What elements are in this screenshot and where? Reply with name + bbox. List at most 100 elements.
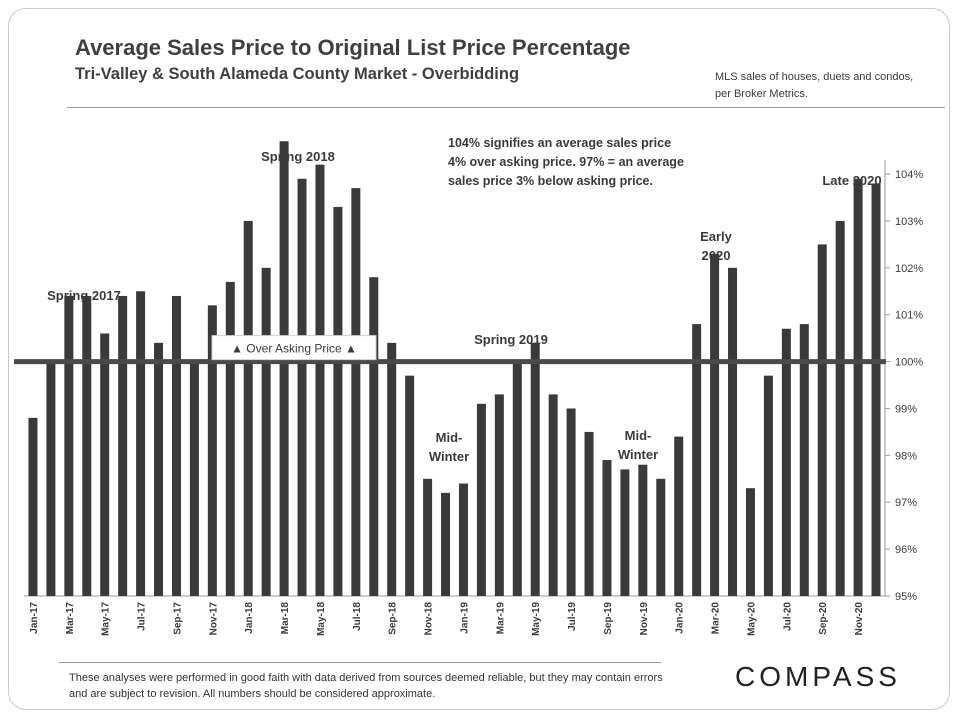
- bar-Aug-18: [369, 277, 379, 596]
- annotation-explanation: 4% over asking price. 97% = an average: [448, 155, 684, 169]
- annotation-early-2020: 2020: [702, 248, 731, 263]
- bar-Dec-19: [656, 478, 666, 596]
- y-tick-label: 100%: [895, 357, 923, 369]
- x-tick-label: Mar-18: [280, 602, 291, 635]
- y-tick-label: 102%: [895, 263, 923, 275]
- x-tick-label: Jul-17: [137, 602, 148, 631]
- annotation-spring-2018: Spring 2018: [261, 149, 335, 164]
- annotation-early-2020: Early: [700, 229, 733, 244]
- bar-Jan-19: [458, 483, 468, 596]
- bar-Mar-18: [279, 141, 289, 596]
- y-tick-label: 104%: [895, 169, 923, 181]
- bar-Jun-19: [548, 394, 558, 596]
- bar-Feb-17: [46, 361, 56, 596]
- annotation-mid-winter-1: Mid-: [436, 430, 463, 445]
- source-note: MLS sales of houses, duets and condos, p…: [715, 71, 914, 100]
- bar-May-17: [100, 333, 110, 596]
- bar-Apr-19: [512, 361, 522, 596]
- bar-Oct-17: [189, 361, 199, 596]
- bar-Oct-20: [835, 220, 845, 597]
- bar-Apr-17: [82, 295, 92, 596]
- bar-Jul-18: [351, 188, 361, 596]
- x-tick-label: May-18: [316, 602, 327, 636]
- annotation-explanation: 104% signifies an average sales price: [448, 136, 671, 150]
- x-tick-label: Jul-20: [782, 602, 793, 631]
- bar-Feb-20: [692, 324, 702, 596]
- bar-Jun-18: [333, 206, 343, 596]
- bar-Jan-18: [243, 220, 253, 597]
- bar-Mar-17: [64, 295, 74, 596]
- x-tick-label: Sep-20: [818, 602, 829, 635]
- bar-Nov-20: [853, 178, 863, 596]
- compass-logo: COMPASS: [735, 661, 901, 692]
- bar-Jan-17: [28, 417, 38, 596]
- bar-May-20: [745, 488, 755, 596]
- y-tick-label: 97%: [895, 497, 917, 509]
- bar-Nov-19: [638, 464, 648, 596]
- bar-Jul-19: [566, 408, 576, 596]
- x-tick-label: Mar-20: [711, 602, 722, 635]
- bar-Jun-20: [763, 375, 773, 596]
- bar-Feb-19: [476, 403, 486, 596]
- bar-Jul-20: [781, 328, 791, 596]
- bar-Dec-18: [441, 492, 451, 596]
- bar-Sep-18: [387, 342, 397, 596]
- x-tick-label: May-19: [531, 602, 542, 636]
- x-tick-label: May-17: [101, 602, 112, 636]
- y-tick-label: 98%: [895, 450, 917, 462]
- bar-Oct-18: [405, 375, 415, 596]
- bar-Apr-18: [297, 178, 307, 596]
- x-tick-label: Nov-20: [854, 602, 865, 636]
- x-tick-label: Nov-17: [208, 602, 219, 636]
- bar-Apr-20: [728, 267, 738, 596]
- bar-Sep-20: [817, 244, 827, 597]
- x-tick-label: May-20: [746, 602, 757, 636]
- annotation-spring-2019: Spring 2019: [474, 332, 548, 347]
- x-tick-label: Mar-17: [65, 602, 76, 635]
- x-tick-label: Jan-18: [244, 602, 255, 634]
- annotation-mid-winter-2: Mid-: [625, 428, 652, 443]
- over-asking-box: [211, 335, 377, 361]
- y-tick-label: 101%: [895, 310, 923, 322]
- bar-Jul-17: [136, 291, 146, 596]
- bar-Feb-18: [261, 267, 271, 596]
- disclaimer: These analyses were performed in good fa…: [69, 672, 663, 700]
- x-tick-label: Nov-19: [639, 602, 650, 636]
- annotation-mid-winter-1: Winter: [429, 449, 469, 464]
- page-title: Average Sales Price to Original List Pri…: [75, 35, 631, 60]
- bar-Aug-19: [584, 431, 594, 596]
- y-tick-label: 99%: [895, 403, 917, 415]
- bar-Jun-17: [118, 295, 128, 596]
- x-tick-label: Mar-19: [495, 602, 506, 635]
- x-tick-label: Nov-18: [424, 602, 435, 636]
- x-tick-label: Jul-19: [567, 602, 578, 631]
- x-tick-label: Jul-18: [352, 602, 363, 631]
- annotation-explanation: sales price 3% below asking price.: [448, 174, 653, 188]
- annotation-mid-winter-2: Winter: [618, 447, 658, 462]
- page-subtitle: Tri-Valley & South Alameda County Market…: [75, 65, 520, 83]
- bar-Mar-19: [494, 394, 504, 596]
- y-tick-label: 103%: [895, 216, 923, 228]
- bar-Nov-18: [423, 478, 433, 596]
- footnote-divider: [59, 662, 661, 663]
- over-asking-label: ▲ Over Asking Price ▲: [231, 342, 357, 356]
- bar-Aug-17: [154, 342, 164, 596]
- bar-Aug-20: [799, 324, 809, 596]
- header-divider: [67, 107, 945, 108]
- x-tick-label: Jan-19: [459, 602, 470, 634]
- y-tick-label: 96%: [895, 544, 917, 556]
- bar-Sep-17: [171, 295, 181, 596]
- annotation-spring-2017: Spring 2017: [47, 288, 121, 303]
- bar-Nov-17: [207, 305, 217, 596]
- y-tick-label: 95%: [895, 591, 917, 603]
- x-tick-label: Sep-19: [603, 602, 614, 635]
- bar-May-19: [530, 342, 540, 596]
- bar-May-18: [315, 164, 325, 596]
- bar-Dec-17: [225, 281, 235, 596]
- bar-Oct-19: [620, 469, 630, 596]
- x-tick-label: Jan-20: [675, 602, 686, 634]
- x-tick-label: Sep-18: [388, 602, 399, 635]
- x-tick-label: Sep-17: [172, 602, 183, 635]
- x-tick-label: Jan-17: [29, 602, 40, 634]
